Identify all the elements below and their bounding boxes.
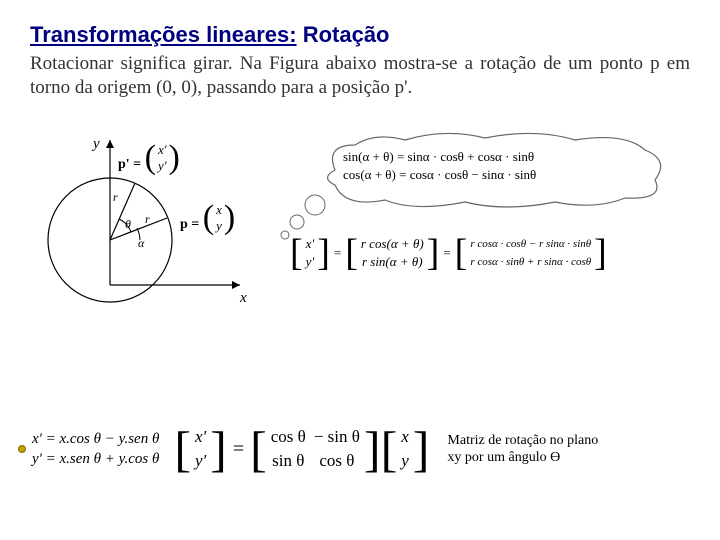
- rotation-derivation: [ x' y' ] = [ r cos(α + θ) r sin(α + θ) …: [290, 235, 607, 271]
- trig-identities-cloud: sin(α + θ) = sinα · cosθ + cosα · sinθ c…: [305, 130, 685, 210]
- scalar-equations: x' = x.cos θ − y.sen θ y' = x.sen θ + y.…: [32, 429, 174, 469]
- slide-title: Transformações lineares: Rotação: [0, 0, 720, 48]
- matrix-equation: [ x' y' ] = [ cos θ sin θ − sin θ cos θ …: [174, 425, 429, 473]
- bullet-icon: [18, 445, 26, 453]
- matrix-caption: Matriz de rotação no plano xy por um âng…: [429, 432, 599, 466]
- rotation-diagram: y x p' = ( x' y' ) p = ( x y: [30, 120, 270, 310]
- trig-identity-1: sin(α + θ) = sinα · cosθ + cosα · sinθ: [343, 148, 536, 166]
- content-row: y x p' = ( x' y' ) p = ( x y: [0, 120, 720, 310]
- trig-identity-2: cos(α + θ) = cosα · cosθ − sinα · sinθ: [343, 166, 536, 184]
- theta-label: θ: [125, 217, 131, 232]
- r-label-2: r: [145, 212, 150, 227]
- bottom-row: x' = x.cos θ − y.sen θ y' = x.sen θ + y.…: [20, 425, 710, 473]
- title-underlined: Transformações lineares:: [30, 22, 297, 47]
- x-axis-label: x: [240, 290, 247, 307]
- body-paragraph: Rotacionar significa girar. Na Figura ab…: [0, 48, 720, 100]
- y-axis-label: y: [93, 136, 100, 153]
- alpha-label: α: [138, 236, 144, 251]
- p-prime-label: p' = ( x' y' ): [118, 142, 180, 174]
- p-label: p = ( x y ): [180, 202, 235, 234]
- r-label-1: r: [113, 190, 118, 205]
- title-rest: Rotação: [297, 22, 390, 47]
